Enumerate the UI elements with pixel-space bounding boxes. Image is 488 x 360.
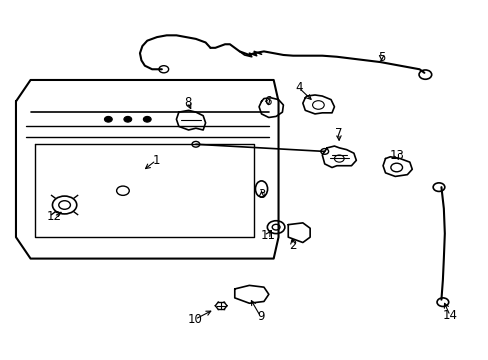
Text: 8: 8 <box>183 96 191 109</box>
Text: 12: 12 <box>46 210 61 223</box>
Text: 4: 4 <box>295 81 302 94</box>
Circle shape <box>123 116 131 122</box>
Text: 9: 9 <box>256 310 264 323</box>
Text: 3: 3 <box>257 188 264 201</box>
Text: 6: 6 <box>264 95 271 108</box>
Text: 2: 2 <box>289 239 296 252</box>
Circle shape <box>104 116 112 122</box>
Text: 13: 13 <box>388 149 403 162</box>
Text: 7: 7 <box>334 127 342 140</box>
Circle shape <box>143 116 151 122</box>
Text: 10: 10 <box>187 313 202 326</box>
Text: 14: 14 <box>442 309 457 322</box>
Text: 5: 5 <box>377 51 385 64</box>
Text: 1: 1 <box>152 154 160 167</box>
Text: 11: 11 <box>260 229 275 242</box>
